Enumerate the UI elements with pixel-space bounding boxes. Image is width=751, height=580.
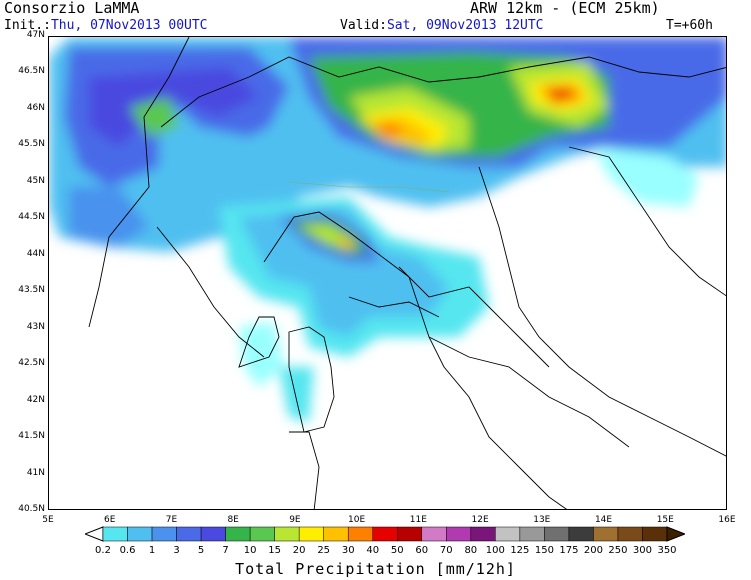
lat-label: 41.5N — [18, 431, 45, 442]
colorbar-tick-label: 80 — [464, 545, 478, 556]
lat-label: 42N — [26, 394, 45, 405]
colorbar-tick-label: 70 — [439, 545, 453, 556]
colorbar-swatch — [519, 526, 545, 542]
map-canvas — [49, 37, 726, 509]
colorbar-tick-label: 40 — [366, 545, 380, 556]
colorbar-tick-label: 20 — [292, 545, 306, 556]
colorbar-swatch — [176, 526, 202, 542]
colorbar-swatch — [421, 526, 447, 542]
colorbar-tick-label: 10 — [243, 545, 257, 556]
colorbar-tick-label: 7 — [222, 545, 229, 556]
colorbar-swatch — [225, 526, 251, 542]
colorbar-title: Total Precipitation [mm/12h] — [235, 560, 516, 578]
lat-label: 41N — [26, 467, 45, 478]
model-title: ARW 12km - (ECM 25km) — [470, 0, 660, 17]
colorbar-tick-label: 175 — [559, 545, 579, 556]
colorbar-swatch — [274, 526, 300, 542]
colorbar-swatch — [347, 526, 373, 542]
colorbar-swatch — [593, 526, 619, 542]
lat-label: 45.5N — [18, 139, 45, 150]
colorbar-tick-label: 350 — [657, 545, 677, 556]
colorbar — [85, 526, 685, 542]
colorbar-swatch — [151, 526, 177, 542]
colorbar-tick-label: 60 — [415, 545, 429, 556]
lon-label: 13E — [533, 515, 551, 525]
colorbar-swatch — [617, 526, 643, 542]
admin-borders — [288, 181, 450, 193]
lat-label: 42.5N — [18, 358, 45, 369]
valid-time: Valid:Sat, 09Nov2013 12UTC — [340, 18, 544, 33]
lat-label: 40.5N — [18, 504, 45, 514]
lon-label: 14E — [594, 515, 613, 525]
colorbar-tick-label: 200 — [583, 545, 603, 556]
colorbar-swatch — [568, 526, 594, 542]
lon-label: 5E — [42, 515, 54, 525]
valid-label: Valid: — [340, 18, 387, 33]
precipitation-field — [49, 37, 726, 422]
colorbar-swatch — [323, 526, 349, 542]
lon-label: 10E — [348, 515, 366, 525]
colorbar-tick-label: 50 — [390, 545, 404, 556]
colorbar-tick-label: 3 — [173, 545, 180, 556]
colorbar-tick-label: 1 — [148, 545, 156, 556]
colorbar-tick-label: 150 — [534, 545, 554, 556]
colorbar-swatch — [102, 526, 128, 542]
colorbar-tick-label: 125 — [510, 545, 530, 556]
colorbar-tick-label: 25 — [317, 545, 331, 556]
colorbar-tick-label: 30 — [341, 545, 355, 556]
precipitation-map — [48, 36, 727, 510]
lat-label: 45N — [26, 175, 45, 186]
lat-label: 47N — [26, 30, 45, 40]
init-time: Init.:Thu, 07Nov2013 00UTC — [4, 18, 208, 33]
lat-label: 46.5N — [18, 66, 45, 77]
lon-label: 11E — [409, 515, 427, 525]
colorbar-swatch — [298, 526, 324, 542]
colorbar-tick-label: 0.2 — [95, 545, 111, 556]
lon-label: 12E — [471, 515, 489, 525]
colorbar-swatch — [446, 526, 472, 542]
colorbar-swatch — [470, 526, 496, 542]
lat-label: 43.5N — [18, 285, 45, 296]
valid-value: Sat, 09Nov2013 12UTC — [386, 18, 544, 33]
lat-label: 46N — [26, 102, 45, 113]
colorbar-tick-label: 250 — [608, 545, 628, 556]
colorbar-swatch — [372, 526, 398, 542]
lon-label: 16E — [718, 515, 736, 525]
colorbar-tick-label: 300 — [632, 545, 653, 556]
colorbar-swatch — [397, 526, 423, 542]
colorbar-swatch — [495, 526, 521, 542]
colorbar-tick-label: 100 — [485, 545, 505, 556]
colorbar-swatch — [127, 526, 153, 542]
lead-time: T=+60h — [666, 18, 713, 33]
lon-label: 7E — [165, 515, 178, 525]
coastlines — [88, 37, 726, 509]
colorbar-swatch — [249, 526, 275, 542]
lat-label: 44N — [26, 248, 45, 259]
init-label: Init.: — [4, 18, 51, 33]
colorbar-tick-label: 5 — [197, 545, 205, 556]
lat-label: 44.5N — [18, 212, 45, 223]
source-title: Consorzio LaMMA — [4, 0, 140, 17]
lon-label: 8E — [227, 515, 239, 525]
lat-label: 43N — [26, 321, 45, 332]
lon-label: 15E — [656, 515, 674, 525]
colorbar-swatch — [200, 526, 226, 542]
lon-label: 9E — [289, 515, 301, 525]
colorbar-swatch — [642, 526, 668, 542]
colorbar-tick-label: 0.6 — [119, 545, 136, 556]
init-value: Thu, 07Nov2013 00UTC — [50, 18, 208, 33]
colorbar-min-arrow — [85, 526, 104, 542]
colorbar-max-arrow — [666, 526, 685, 542]
colorbar-tick-label: 15 — [268, 545, 281, 556]
colorbar-swatch — [544, 526, 570, 542]
lon-label: 6E — [104, 515, 116, 525]
